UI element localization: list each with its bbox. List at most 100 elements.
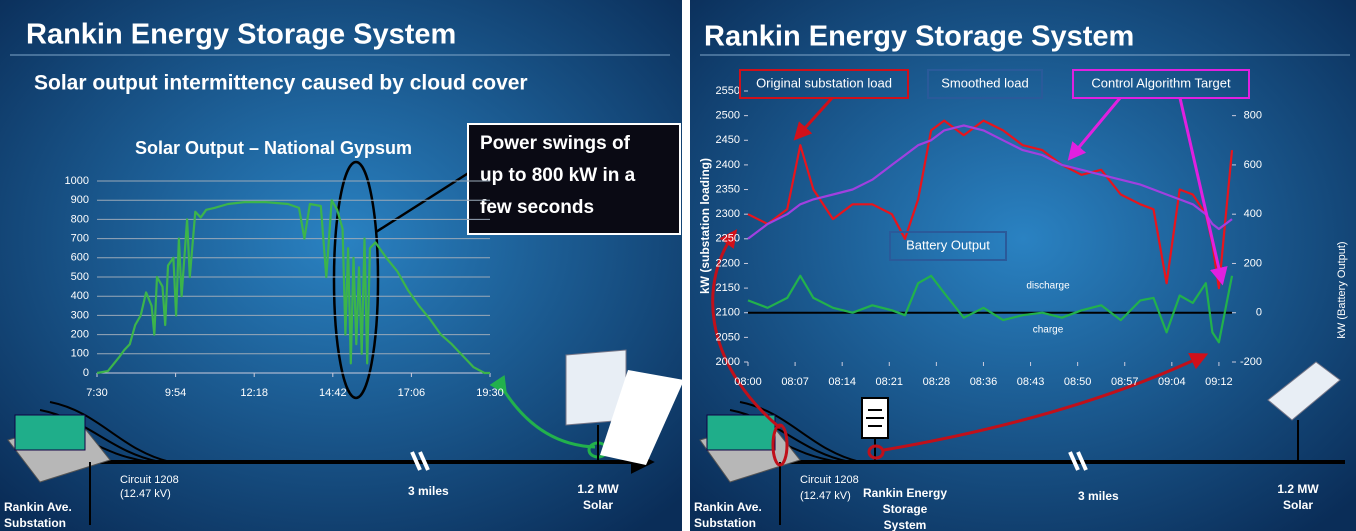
link-arrow [489,375,596,449]
callout-box [467,123,681,235]
diagram-label: Circuit 1208 [120,474,179,486]
pointer-arrow [793,96,834,141]
callout-text: few seconds [480,197,594,218]
x-tick-label: 09:04 [1158,376,1186,388]
y-tick-label: 0 [83,367,89,379]
data-line [747,119,1234,290]
data-line [747,274,1234,344]
diagram-label: Storage [883,502,928,516]
diagram-label: (12.47 kV) [120,488,171,500]
y-tick-label: 2300 [716,208,740,220]
diagram-label: (12.47 kV) [800,490,851,502]
y-tick-label: 2200 [716,257,740,269]
y2-tick-label: 200 [1244,257,1262,269]
y-tick-label: 2150 [716,282,740,294]
data-line [747,124,1233,240]
legend-box [739,69,909,99]
y2-tick-label: 400 [1244,208,1262,220]
break-mark [410,451,430,471]
x-tick-label: 08:43 [1017,376,1045,388]
y-tick-label: 1000 [65,175,89,187]
x-tick-label: 14:42 [319,387,347,399]
annotation-box [1072,69,1250,99]
x-tick-label: 12:18 [240,387,268,399]
diagram-label: 1.2 MW [1277,482,1319,496]
y-tick-label: 500 [71,271,89,283]
substation-equipment [706,414,776,451]
x-tick-label: 08:07 [781,376,809,388]
substation-equipment [14,414,86,451]
callout-ellipse [332,160,380,400]
y-tick-label: 2100 [716,307,740,319]
diagram-label: Rankin Ave. [4,500,72,514]
x-tick-label: 17:06 [398,387,426,399]
storage-icon [866,409,884,427]
diagram-label: Circuit 1208 [800,474,859,486]
diagram-label: System [884,518,927,531]
legend-label: Smoothed load [941,75,1028,90]
measure-point [771,423,789,467]
diagram-label: Substation [4,516,66,530]
y-tick-label: 900 [71,194,89,206]
legend-box [927,69,1043,99]
legend-label: Battery Output [906,237,990,252]
y-tick-label: 2350 [716,183,740,195]
y2-tick-label: 0 [1256,307,1262,319]
x-tick-label: 19:30 [476,387,504,399]
y2-tick-label: 600 [1244,159,1262,171]
callout-text: up to 800 kW in a [480,165,636,186]
y-axis-title: kW (substation loading) [698,158,712,294]
legend-label: Original substation load [756,75,892,90]
y-tick-label: 2400 [716,159,740,171]
pointer-arrow [1178,97,1228,286]
x-tick-label: 9:54 [165,387,186,399]
y-tick-label: 2050 [716,331,740,343]
link-arrow [711,229,781,430]
annotation: discharge [1026,280,1070,291]
x-tick-label: 08:00 [734,376,762,388]
link-arrow [883,353,1209,452]
chart-title: Solar Output – National Gypsum [135,138,412,158]
y-tick-label: 2250 [716,233,740,245]
y-tick-label: 2550 [716,85,740,97]
x-tick-label: 09:12 [1205,376,1233,388]
diagram-label: Rankin Ave. [694,500,762,514]
x-tick-label: 08:28 [923,376,951,388]
diagram-label: 3 miles [1078,489,1119,503]
y-tick-label: 600 [71,252,89,264]
diagram-label: Rankin Energy [863,486,947,500]
x-tick-label: 08:21 [876,376,904,388]
diagram-label: Solar [583,498,613,512]
diagram-label: 3 miles [408,484,449,498]
annotation: Control Algorithm Target [1091,75,1231,90]
y-tick-label: 2000 [716,356,740,368]
x-tick-label: 08:14 [828,376,856,388]
measure-point [867,444,885,460]
legend-box [889,231,1007,261]
y-tick-label: 100 [71,348,89,360]
annotation: charge [1033,325,1064,336]
slide-title: Rankin Energy Storage System [704,21,1134,53]
callout-connector [375,170,471,234]
y2-axis-title: kW (Battery Output) [1336,241,1348,338]
y2-tick-label: -200 [1240,356,1262,368]
y-tick-label: 200 [71,329,89,341]
y-tick-label: 800 [71,213,89,225]
x-tick-label: 08:36 [970,376,998,388]
x-tick-label: 7:30 [86,387,107,399]
y-tick-label: 700 [71,233,89,245]
diagram-label: Solar [1283,498,1313,512]
solar-panel [1267,361,1341,421]
y-tick-label: 300 [71,309,89,321]
diagram-label: 1.2 MW [577,482,619,496]
break-mark [1068,451,1088,471]
pointer-arrow [1067,97,1122,161]
x-tick-label: 08:57 [1111,376,1139,388]
y-tick-label: 2500 [716,110,740,122]
solar-panel [600,370,684,465]
x-tick-label: 08:50 [1064,376,1092,388]
diagram-label: Substation [694,516,756,530]
y-tick-label: 2450 [716,134,740,146]
